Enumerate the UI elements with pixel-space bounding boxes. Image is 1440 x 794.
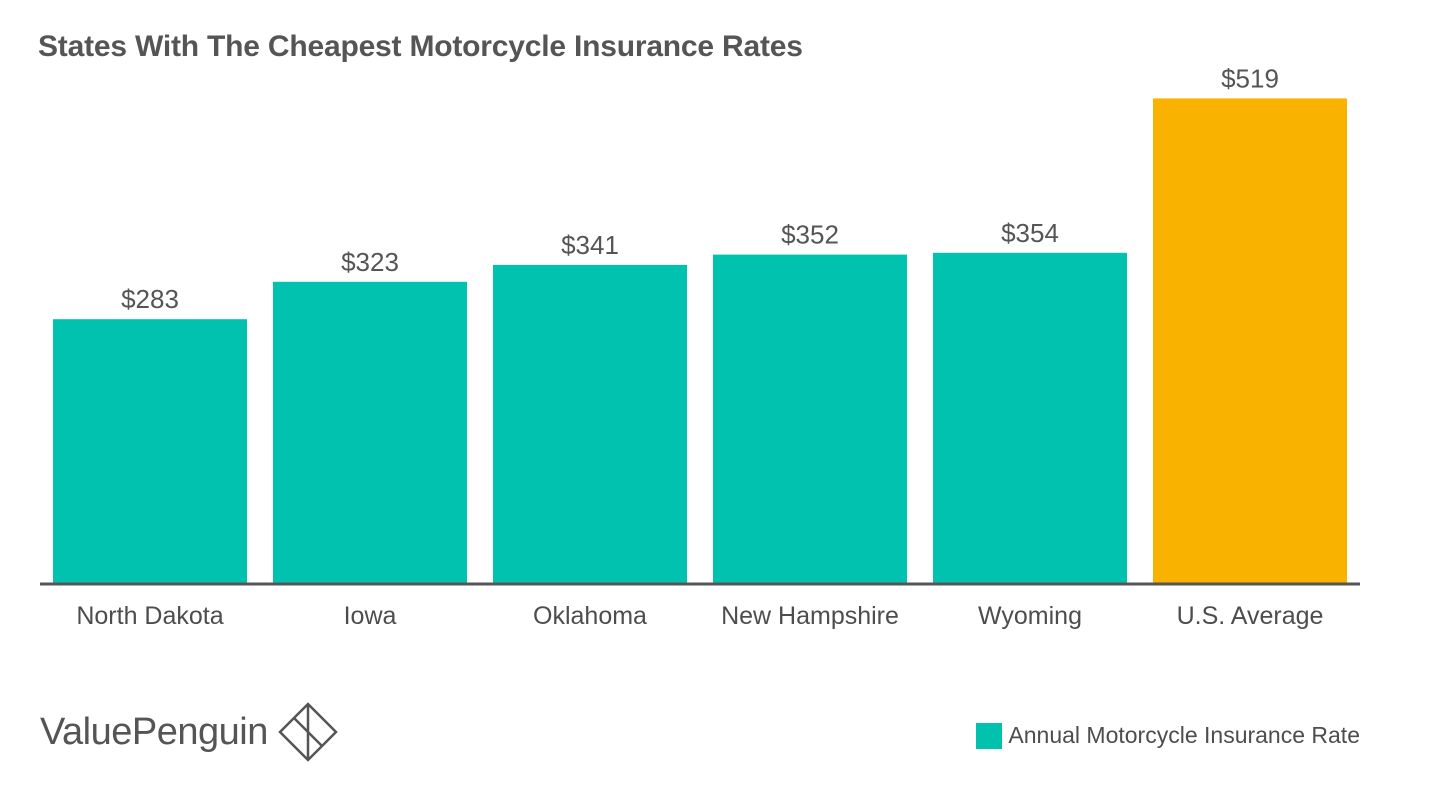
bar-u-s-average [1153, 98, 1347, 585]
bar-new-hampshire [713, 254, 907, 584]
x-tick-label: Iowa [344, 602, 397, 630]
legend-swatch [976, 722, 1003, 749]
bar-oklahoma [493, 264, 687, 584]
x-tick-label: U.S. Average [1177, 602, 1324, 630]
x-tick-label: Wyoming [978, 602, 1082, 630]
bar-wyoming [933, 252, 1127, 585]
bar-value-label: $354 [1001, 218, 1059, 248]
bar-iowa [273, 281, 467, 584]
x-tick-label: North Dakota [76, 602, 223, 630]
chart-title: States With The Cheapest Motorcycle Insu… [38, 30, 803, 63]
x-tick-label: New Hampshire [721, 602, 899, 630]
value-labels-group: $283 $323 $341 $352 $354 $519 [121, 63, 1279, 314]
brand: ValuePenguin [40, 700, 340, 764]
legend-label: Annual Motorcycle Insurance Rate [1008, 722, 1360, 748]
brand-name: ValuePenguin [40, 710, 268, 753]
legend: Annual Motorcycle Insurance Rate [976, 722, 1360, 749]
bar-value-label: $323 [341, 247, 399, 277]
bar-value-label: $519 [1221, 63, 1279, 93]
bars-group [53, 98, 1347, 585]
bar-value-label: $341 [561, 230, 619, 260]
valuepenguin-logo-icon [278, 702, 338, 762]
x-tick-label: Oklahoma [533, 602, 647, 630]
bar-value-label: $352 [781, 220, 839, 250]
x-tick-labels-group: North Dakota Iowa Oklahoma New Hampshire Wyo… [76, 602, 1323, 630]
bar-value-label: $283 [121, 284, 179, 314]
bar-north-dakota [53, 319, 247, 584]
